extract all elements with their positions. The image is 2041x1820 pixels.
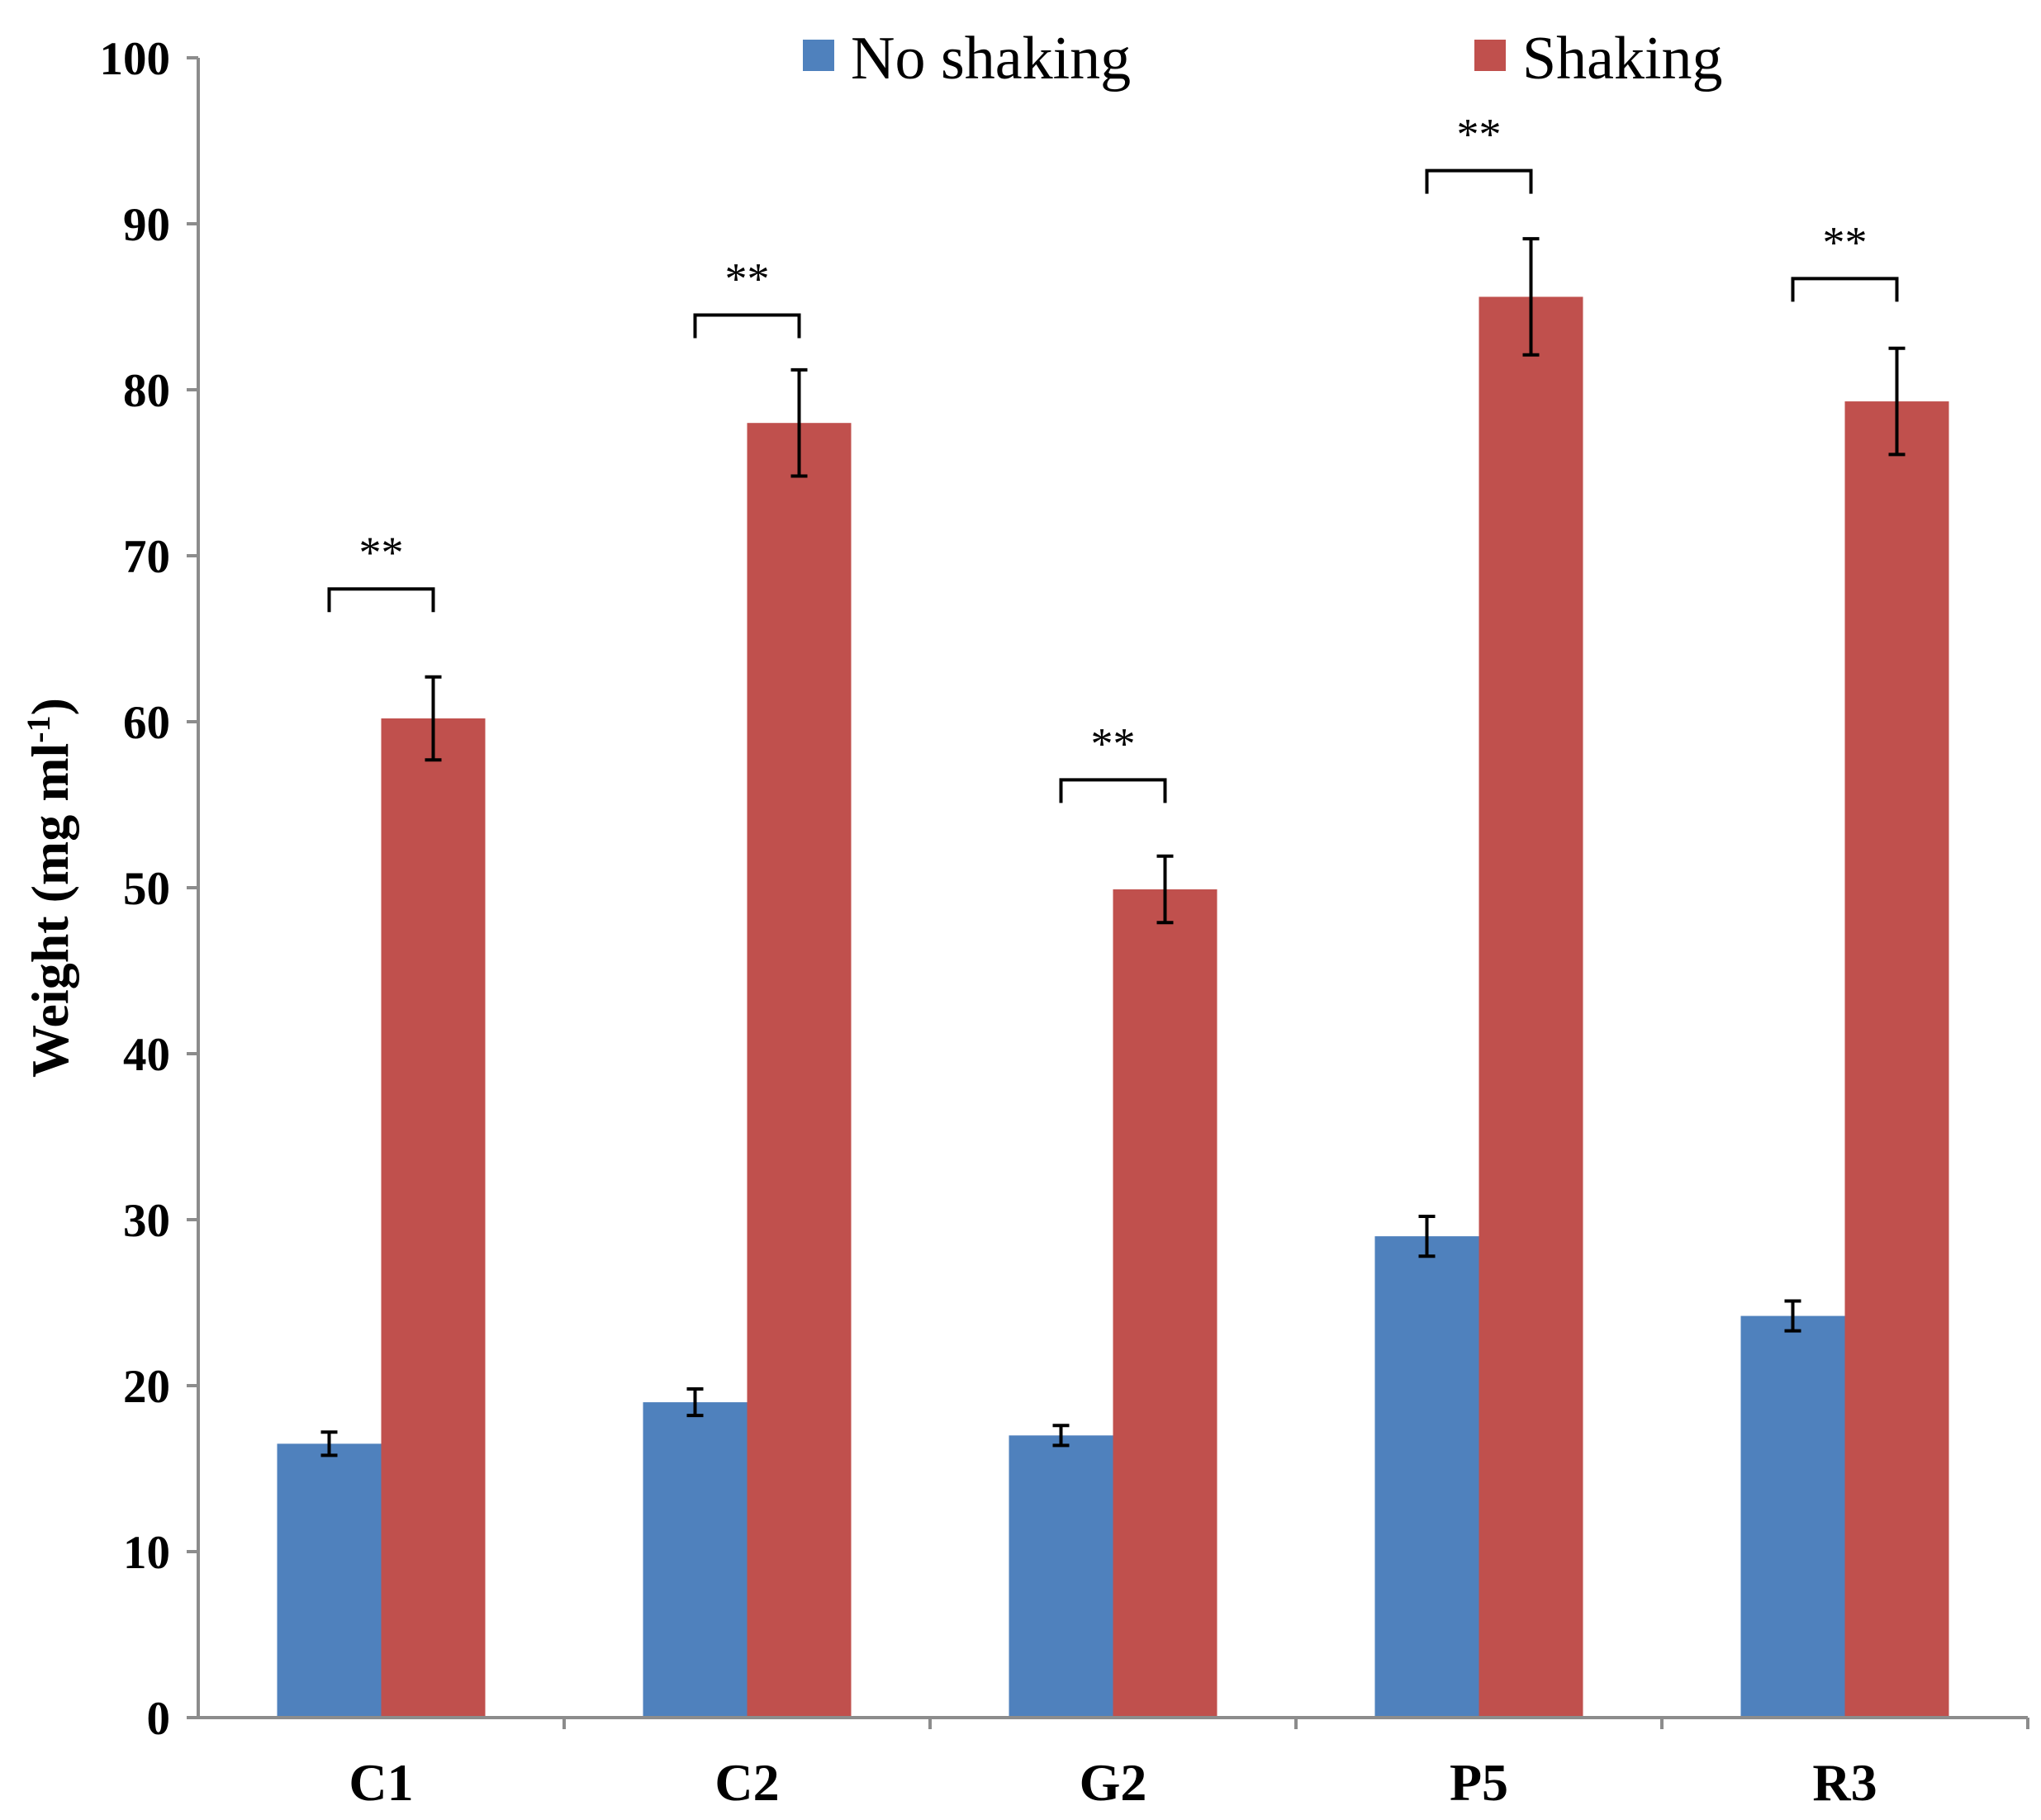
y-axis-title: Weight (mg ml-1) — [20, 698, 79, 1078]
x-category-label-g2: G2 — [1080, 1753, 1147, 1812]
bar-no-shaking-c2 — [643, 1402, 748, 1718]
error-bar-shaking-c2 — [790, 367, 808, 478]
y-tick-label-100: 100 — [100, 33, 171, 85]
x-category-label-r3: R3 — [1812, 1753, 1877, 1812]
y-tick-label-10: 10 — [123, 1527, 170, 1579]
significance-bracket — [1791, 277, 1899, 302]
error-bar-shaking-r3 — [1888, 346, 1906, 457]
legend-swatch-shaking — [1474, 40, 1506, 71]
bar-shaking-g2 — [1113, 889, 1217, 1718]
significance-c2: ** — [693, 254, 801, 339]
y-tick-label-30: 30 — [123, 1195, 170, 1247]
bar-no-shaking-c1 — [277, 1443, 382, 1718]
bar-shaking-r3 — [1844, 401, 1949, 1718]
x-category-label-c2: C2 — [714, 1753, 779, 1812]
significance-label: ** — [359, 528, 404, 577]
y-tick-label-60: 60 — [123, 697, 170, 749]
x-category-label-p5: P5 — [1450, 1753, 1508, 1812]
error-bar-no-shaking-g2 — [1052, 1424, 1070, 1448]
significance-bracket — [327, 587, 435, 613]
significance-label: ** — [1457, 110, 1502, 159]
error-bar-shaking-p5 — [1522, 237, 1540, 357]
error-bar-no-shaking-r3 — [1784, 1299, 1801, 1333]
bar-shaking-p5 — [1479, 296, 1583, 1718]
y-tick-label-20: 20 — [123, 1361, 170, 1413]
y-tick-label-90: 90 — [123, 199, 170, 251]
significance-bracket — [1059, 778, 1167, 803]
bar-no-shaking-r3 — [1740, 1315, 1845, 1718]
bars-layer — [277, 296, 1949, 1718]
y-tick-label-50: 50 — [123, 863, 170, 915]
error-bar-shaking-g2 — [1156, 854, 1174, 925]
significance-layer: ** ** ** ** ** — [327, 110, 1899, 803]
legend-label-no-shaking: No shaking — [851, 25, 1131, 92]
error-bar-no-shaking-c2 — [686, 1387, 704, 1418]
significance-bracket — [1425, 168, 1533, 194]
significance-r3: ** — [1791, 217, 1899, 302]
x-categories-layer: C1 C2 G2 P5 R3 — [349, 1718, 2029, 1812]
y-tick-label-80: 80 — [123, 365, 170, 417]
significance-label: ** — [1823, 217, 1868, 267]
bar-no-shaking-g2 — [1009, 1435, 1113, 1718]
y-tick-label-0: 0 — [147, 1693, 171, 1745]
error-bar-shaking-c1 — [425, 675, 442, 762]
error-bar-no-shaking-c1 — [320, 1430, 338, 1457]
significance-bracket — [693, 313, 801, 339]
significance-label: ** — [725, 254, 770, 304]
error-bar-no-shaking-p5 — [1418, 1214, 1436, 1258]
y-tick-label-70: 70 — [123, 531, 170, 583]
legend: No shaking Shaking — [803, 25, 1723, 92]
significance-p5: ** — [1425, 110, 1533, 194]
significance-g2: ** — [1059, 718, 1167, 803]
bar-shaking-c2 — [747, 423, 852, 1718]
significance-label: ** — [1091, 718, 1136, 768]
error-bars-layer — [320, 237, 1906, 1457]
legend-label-shaking: Shaking — [1522, 25, 1723, 92]
bar-no-shaking-p5 — [1374, 1236, 1479, 1718]
y-tick-label-40: 40 — [123, 1029, 170, 1081]
y-ticks-layer: 0 10 20 30 40 50 60 70 80 90 100 — [100, 33, 198, 1745]
legend-swatch-no-shaking — [803, 40, 834, 71]
bar-shaking-c1 — [381, 718, 486, 1718]
x-category-label-c1: C1 — [349, 1753, 413, 1812]
significance-c1: ** — [327, 528, 435, 613]
